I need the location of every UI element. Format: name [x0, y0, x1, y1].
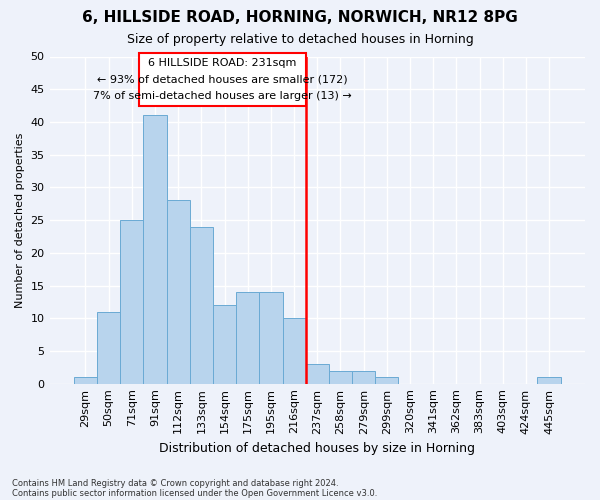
Bar	[329, 370, 352, 384]
Text: Contains public sector information licensed under the Open Government Licence v3: Contains public sector information licen…	[12, 488, 377, 498]
Bar	[74, 377, 97, 384]
Bar	[167, 200, 190, 384]
Bar	[97, 312, 120, 384]
Text: Size of property relative to detached houses in Horning: Size of property relative to detached ho…	[127, 32, 473, 46]
Bar	[190, 226, 213, 384]
Bar	[538, 377, 560, 384]
Text: 7% of semi-detached houses are larger (13) →: 7% of semi-detached houses are larger (1…	[93, 91, 352, 101]
Bar	[120, 220, 143, 384]
Y-axis label: Number of detached properties: Number of detached properties	[15, 132, 25, 308]
Text: ← 93% of detached houses are smaller (172): ← 93% of detached houses are smaller (17…	[97, 75, 347, 85]
Bar	[283, 318, 305, 384]
Text: 6, HILLSIDE ROAD, HORNING, NORWICH, NR12 8PG: 6, HILLSIDE ROAD, HORNING, NORWICH, NR12…	[82, 10, 518, 25]
Text: Contains HM Land Registry data © Crown copyright and database right 2024.: Contains HM Land Registry data © Crown c…	[12, 478, 338, 488]
Bar	[139, 53, 305, 106]
Bar	[352, 370, 375, 384]
X-axis label: Distribution of detached houses by size in Horning: Distribution of detached houses by size …	[159, 442, 475, 455]
Bar	[375, 377, 398, 384]
Bar	[259, 292, 283, 384]
Bar	[305, 364, 329, 384]
Bar	[236, 292, 259, 384]
Bar	[213, 305, 236, 384]
Text: 6 HILLSIDE ROAD: 231sqm: 6 HILLSIDE ROAD: 231sqm	[148, 58, 296, 68]
Bar	[143, 116, 167, 384]
